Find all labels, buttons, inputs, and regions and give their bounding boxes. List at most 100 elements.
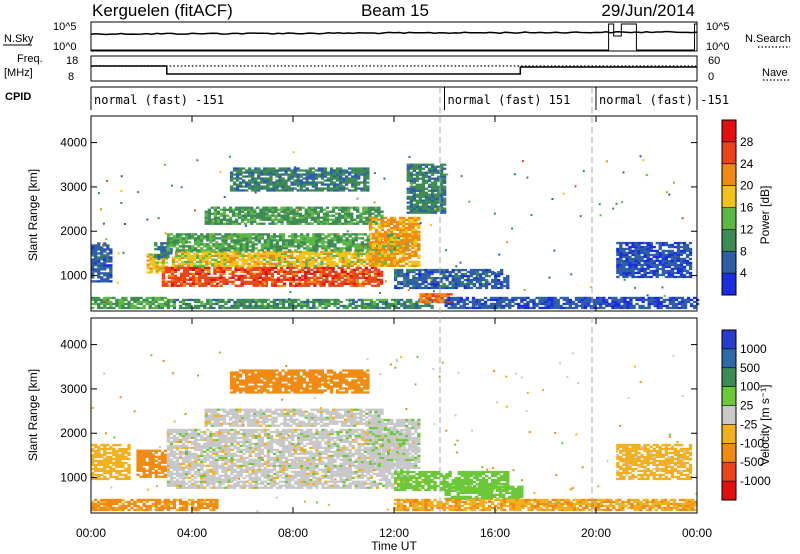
heatmap-cell (499, 298, 503, 302)
heatmap-cell (380, 264, 385, 267)
heatmap-cell (520, 304, 524, 308)
heatmap-cell (372, 300, 377, 304)
heatmap-cell (393, 260, 397, 263)
heatmap-cell (352, 274, 356, 277)
heatmap-cell (459, 296, 463, 300)
heatmap-cell (283, 250, 288, 253)
heatmap-cell (334, 222, 339, 225)
heatmap-cell (623, 306, 627, 310)
heatmap-cell (391, 302, 395, 306)
heatmap-cell (670, 249, 674, 253)
heatmap-cell (273, 270, 278, 273)
heatmap-cell (221, 304, 225, 308)
heatmap-cell (222, 206, 227, 209)
heatmap-cell (436, 268, 440, 272)
heatmap-cell (337, 212, 342, 215)
heatmap-cell (319, 270, 323, 273)
heatmap-cell (453, 296, 457, 300)
heatmap-cell (218, 284, 220, 287)
heatmap-cell (550, 304, 554, 308)
heatmap-cell (269, 306, 274, 310)
heatmap-cell (680, 306, 685, 310)
heatmap-cell (102, 243, 104, 246)
heatmap-cell (477, 300, 482, 304)
heatmap-cell (238, 222, 242, 225)
heatmap-cell (291, 300, 295, 304)
heatmap-cell (163, 256, 167, 259)
heatmap-cell (288, 249, 292, 252)
heatmap-cell (221, 298, 225, 302)
heatmap-cell (318, 298, 322, 302)
heatmap-cell (377, 258, 382, 261)
heatmap-cell (655, 269, 659, 273)
heatmap-cell (325, 274, 329, 277)
heatmap-cell (292, 220, 296, 223)
heatmap-cell (535, 296, 539, 300)
heatmap-cell (436, 177, 441, 180)
heatmap-cell (374, 232, 379, 236)
heatmap-cell (240, 274, 244, 277)
heatmap-cell (297, 247, 301, 250)
heatmap-cell (320, 189, 325, 192)
heatmap-cell (296, 167, 300, 170)
heatmap-cell (199, 256, 203, 259)
heatmap-cell (242, 181, 246, 184)
heatmap-cell (106, 260, 110, 263)
heatmap-cell (294, 241, 298, 244)
heatmap-cell (450, 302, 454, 306)
heatmap-cell (347, 264, 351, 267)
heatmap-cell (268, 262, 273, 265)
heatmap-cell (325, 218, 330, 221)
heatmap-cell (322, 280, 326, 283)
heatmap-cell (251, 241, 255, 244)
heatmap-cell (430, 171, 435, 174)
heatmap-cell (278, 306, 283, 310)
heatmap-cell (232, 189, 237, 192)
heatmap-cell (136, 306, 140, 310)
heatmap-cell (443, 175, 447, 178)
heatmap-cell (166, 247, 171, 250)
heatmap-cell (180, 186, 183, 189)
heatmap-cell (329, 181, 334, 184)
heatmap-cell (166, 298, 171, 302)
heatmap-cell (320, 264, 324, 267)
heatmap-cell (583, 300, 588, 304)
heatmap-cell (430, 187, 435, 190)
heatmap-cell (403, 280, 407, 284)
heatmap-cell (415, 195, 419, 198)
heatmap-cell (94, 270, 98, 273)
heatmap-cell (406, 187, 410, 190)
heatmap-cell (456, 306, 460, 310)
heatmap-cell (300, 237, 304, 240)
heatmap-cell (402, 238, 406, 242)
heatmap-cell (189, 284, 193, 287)
heatmap-cell (345, 233, 349, 236)
heatmap-cell (154, 244, 158, 247)
heatmap-cell (628, 263, 632, 267)
heatmap-cell (544, 306, 548, 310)
heatmap-cell (629, 302, 633, 306)
heatmap-cell (430, 272, 434, 276)
heatmap-cell (688, 273, 693, 277)
heatmap-cell (301, 268, 305, 271)
heatmap-cell (619, 243, 623, 247)
heatmap-cell (478, 284, 483, 288)
heatmap-cell (349, 278, 353, 281)
heatmap-cell (299, 252, 303, 255)
heatmap-cell (223, 258, 227, 261)
heatmap-cell (325, 266, 329, 269)
heatmap-cell (409, 304, 413, 308)
heatmap-cell (339, 175, 343, 178)
heatmap-cell (366, 185, 370, 188)
heatmap-cell (393, 234, 397, 238)
heatmap-cell (264, 266, 268, 269)
heatmap-cell (172, 243, 177, 246)
heatmap-cell (178, 306, 183, 310)
heatmap-cell (298, 280, 302, 283)
heatmap-cell (457, 268, 461, 272)
heatmap-cell (500, 270, 504, 274)
heatmap-cell (284, 173, 288, 176)
heatmap-cell (241, 210, 245, 213)
heatmap-cell (251, 175, 255, 178)
heatmap-cell (271, 250, 276, 253)
